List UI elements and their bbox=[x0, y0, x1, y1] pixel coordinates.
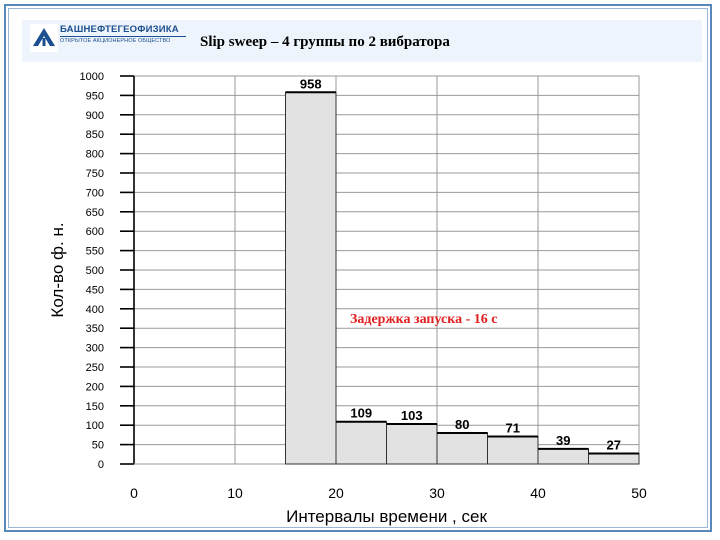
header-band bbox=[22, 20, 702, 62]
x-tick-label: 40 bbox=[530, 485, 546, 501]
y-tick-label: 900 bbox=[86, 110, 104, 122]
y-tick-label: 550 bbox=[86, 246, 104, 258]
y-tick-label: 850 bbox=[86, 129, 104, 141]
slide-inner-frame bbox=[8, 8, 708, 528]
y-tick-label: 950 bbox=[86, 90, 104, 102]
y-tick-label: 700 bbox=[86, 187, 104, 199]
y-tick-label: 1000 bbox=[80, 71, 104, 83]
x-tick-label: 50 bbox=[631, 485, 647, 501]
launch-delay-annotation: Задержка запуска - 16 с bbox=[350, 312, 498, 327]
slide-frame bbox=[4, 4, 712, 532]
histogram-bar bbox=[285, 91, 337, 465]
bar-value-label: 71 bbox=[506, 420, 520, 435]
y-tick-label: 650 bbox=[86, 207, 104, 219]
y-tick-label: 0 bbox=[98, 459, 104, 471]
logo-emblem-icon bbox=[30, 24, 58, 52]
bar-value-label: 103 bbox=[401, 408, 423, 423]
y-axis-title: Кол-во ф. н. bbox=[48, 222, 67, 317]
bar-value-label: 109 bbox=[350, 406, 372, 421]
x-tick-label: 20 bbox=[328, 485, 344, 501]
histogram-bar bbox=[588, 453, 640, 465]
histogram-bar bbox=[335, 421, 387, 465]
y-tick-label: 100 bbox=[86, 420, 104, 432]
y-tick-label: 750 bbox=[86, 168, 104, 180]
histogram-bar bbox=[436, 432, 488, 465]
y-tick-label: 150 bbox=[86, 401, 104, 413]
logo-rule bbox=[60, 36, 186, 37]
histogram-bar bbox=[537, 448, 589, 465]
x-tick-label: 10 bbox=[227, 485, 243, 501]
histogram-bar bbox=[487, 435, 539, 465]
y-tick-label: 200 bbox=[86, 381, 104, 393]
y-tick-label: 500 bbox=[86, 265, 104, 277]
x-tick-label: 0 bbox=[130, 485, 138, 501]
bar-value-label: 80 bbox=[455, 417, 469, 432]
logo-company-name: БАШНЕФТЕГЕОФИЗИКА bbox=[60, 24, 179, 35]
histogram-bar bbox=[386, 423, 438, 465]
y-tick-label: 250 bbox=[86, 362, 104, 374]
logo-company-subtitle: ОТКРЫТОЕ АКЦИОНЕРНОЕ ОБЩЕСТВО bbox=[60, 38, 171, 44]
slide-title: Slip sweep – 4 группы по 2 вибратора bbox=[200, 34, 450, 50]
x-axis-title: Интервалы времени , сек bbox=[286, 507, 487, 526]
y-tick-label: 800 bbox=[86, 149, 104, 161]
y-tick-label: 450 bbox=[86, 284, 104, 296]
x-tick-label: 30 bbox=[429, 485, 445, 501]
bar-value-label: 39 bbox=[556, 433, 570, 448]
bar-value-label: 958 bbox=[300, 76, 322, 91]
y-tick-label: 600 bbox=[86, 226, 104, 238]
company-logo: БАШНЕФТЕГЕОФИЗИКА ОТКРЫТОЕ АКЦИОНЕРНОЕ О… bbox=[30, 24, 188, 56]
bar-value-label: 27 bbox=[607, 438, 621, 453]
y-tick-label: 400 bbox=[86, 304, 104, 316]
y-tick-label: 300 bbox=[86, 343, 104, 355]
y-tick-label: 50 bbox=[92, 440, 104, 452]
y-tick-label: 350 bbox=[86, 323, 104, 335]
